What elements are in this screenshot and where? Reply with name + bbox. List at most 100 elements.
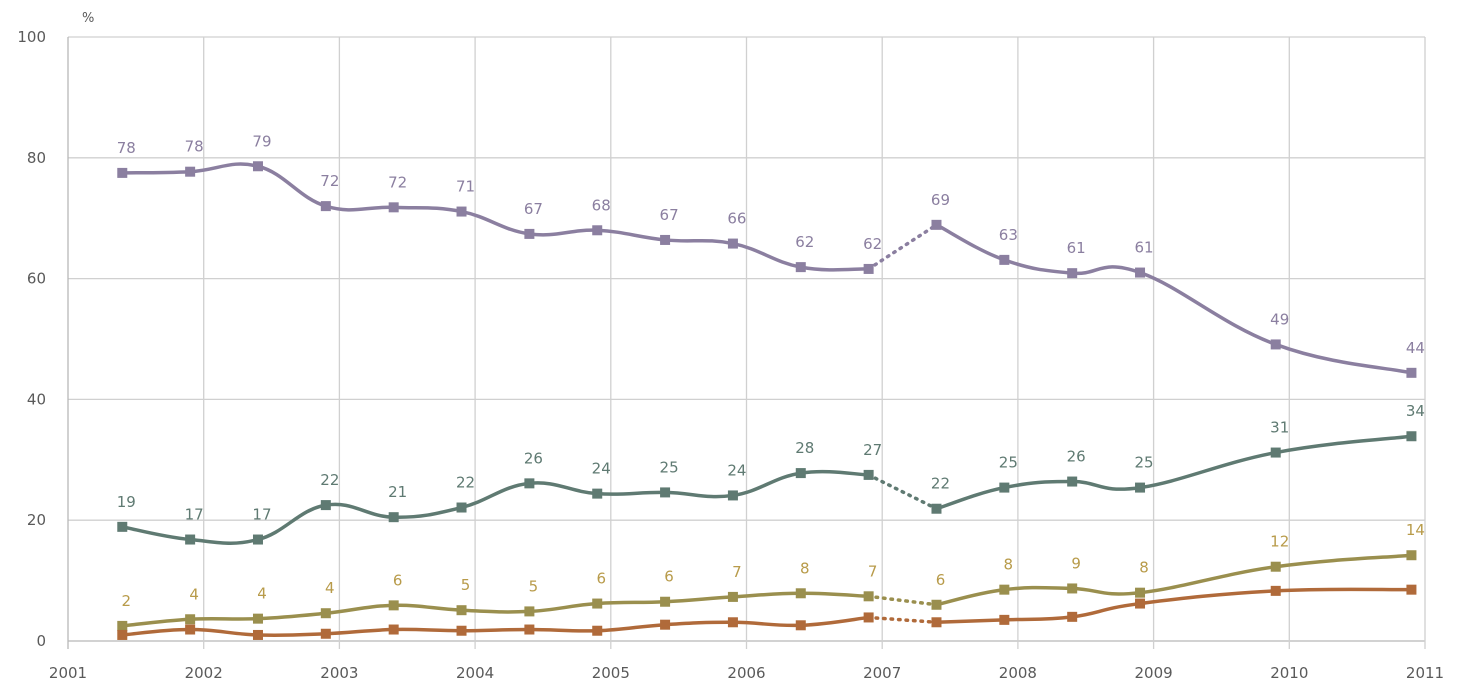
data-point-marker <box>1406 584 1417 595</box>
data-label: 27 <box>863 441 882 459</box>
data-label: 5 <box>529 577 539 595</box>
data-label: 67 <box>524 200 543 218</box>
data-point-marker <box>660 234 671 245</box>
data-label: 25 <box>1134 454 1153 472</box>
series-break-connector <box>866 594 939 607</box>
data-label: 22 <box>456 474 475 492</box>
data-label: 8 <box>1004 556 1014 574</box>
data-point-marker <box>456 502 467 513</box>
data-label: 72 <box>320 172 339 190</box>
data-point-marker <box>320 500 331 511</box>
data-label: 72 <box>388 173 407 191</box>
x-tick-label: 2007 <box>863 664 901 682</box>
data-label: 14 <box>1406 521 1425 539</box>
data-label: 7 <box>868 562 878 580</box>
data-point-marker <box>863 469 874 480</box>
series-break-connector <box>866 615 939 625</box>
data-label: 4 <box>257 585 267 603</box>
x-tick-label: 2005 <box>592 664 630 682</box>
y-tick-label: 100 <box>17 28 46 46</box>
data-point-marker <box>388 600 399 611</box>
series-2 <box>117 431 1417 545</box>
data-point-marker <box>795 262 806 273</box>
y-tick-label: 20 <box>27 511 46 529</box>
data-point-marker <box>1067 476 1078 487</box>
data-label: 78 <box>185 138 204 156</box>
data-label: 6 <box>936 571 946 589</box>
data-label: 28 <box>795 439 814 457</box>
data-point-marker <box>727 617 738 628</box>
x-tick-label: 2008 <box>999 664 1037 682</box>
data-label: 67 <box>660 206 679 224</box>
series-line <box>935 434 1412 511</box>
data-point-marker <box>1067 268 1078 279</box>
data-point-marker <box>999 614 1010 625</box>
data-point-marker <box>795 620 806 631</box>
data-label: 6 <box>393 571 403 589</box>
x-tick-label: 2006 <box>727 664 765 682</box>
data-point-marker <box>1067 611 1078 622</box>
data-point-marker <box>252 629 263 640</box>
data-label: 9 <box>1071 554 1081 572</box>
data-label: 7 <box>732 563 742 581</box>
data-point-marker <box>456 206 467 217</box>
y-tick-label: 40 <box>27 390 46 408</box>
data-label: 5 <box>461 576 471 594</box>
series-line <box>122 162 869 272</box>
data-point-marker <box>1406 367 1417 378</box>
data-point-marker <box>252 613 263 624</box>
data-label: 69 <box>931 191 950 209</box>
data-point-marker <box>727 490 738 501</box>
data-point-marker <box>320 608 331 619</box>
data-point-marker <box>931 219 942 230</box>
series-layer <box>117 161 1417 640</box>
data-point-marker <box>388 624 399 635</box>
data-point-marker <box>592 488 603 499</box>
data-label: 22 <box>931 475 950 493</box>
data-point-marker <box>1270 339 1281 350</box>
y-tick-label: 60 <box>27 270 46 288</box>
data-label: 66 <box>727 210 746 228</box>
data-label: 61 <box>1067 239 1086 257</box>
y-tick-label: 80 <box>27 149 46 167</box>
data-label: 24 <box>727 461 746 479</box>
grid-layer <box>67 36 1426 649</box>
data-point-marker <box>524 478 535 489</box>
data-label: 17 <box>252 506 271 524</box>
data-point-marker <box>931 503 942 514</box>
data-label: 44 <box>1406 339 1425 357</box>
data-point-marker <box>1067 583 1078 594</box>
data-label: 63 <box>999 226 1018 244</box>
data-point-marker <box>320 628 331 639</box>
data-point-marker <box>931 617 942 628</box>
data-label: 78 <box>117 139 136 157</box>
data-point-marker <box>999 482 1010 493</box>
data-point-marker <box>117 521 128 532</box>
data-point-marker <box>117 167 128 178</box>
data-label: 24 <box>592 460 611 478</box>
data-point-marker <box>863 591 874 602</box>
series-line <box>122 615 869 638</box>
data-point-marker <box>592 625 603 636</box>
x-tick-label: 2011 <box>1406 664 1444 682</box>
data-point-marker <box>999 254 1010 265</box>
data-point-marker <box>185 614 196 625</box>
data-label: 31 <box>1270 419 1289 437</box>
data-point-marker <box>592 225 603 236</box>
data-label: 6 <box>664 568 674 586</box>
data-point-marker <box>185 624 196 635</box>
series-line <box>122 591 869 628</box>
series-3 <box>117 550 1417 631</box>
data-label: 4 <box>189 585 199 603</box>
data-point-marker <box>795 468 806 479</box>
data-label: 19 <box>117 493 136 511</box>
series-4 <box>117 584 1417 640</box>
axis-layer: 0 20 40 60 80 100 2001 2002 2003 2004 2005 2006 2007… <box>17 28 1444 682</box>
data-point-marker <box>863 612 874 623</box>
data-point-marker <box>1135 267 1146 278</box>
data-point-marker <box>456 605 467 616</box>
data-point-marker <box>660 487 671 498</box>
data-label: 2 <box>122 592 132 610</box>
